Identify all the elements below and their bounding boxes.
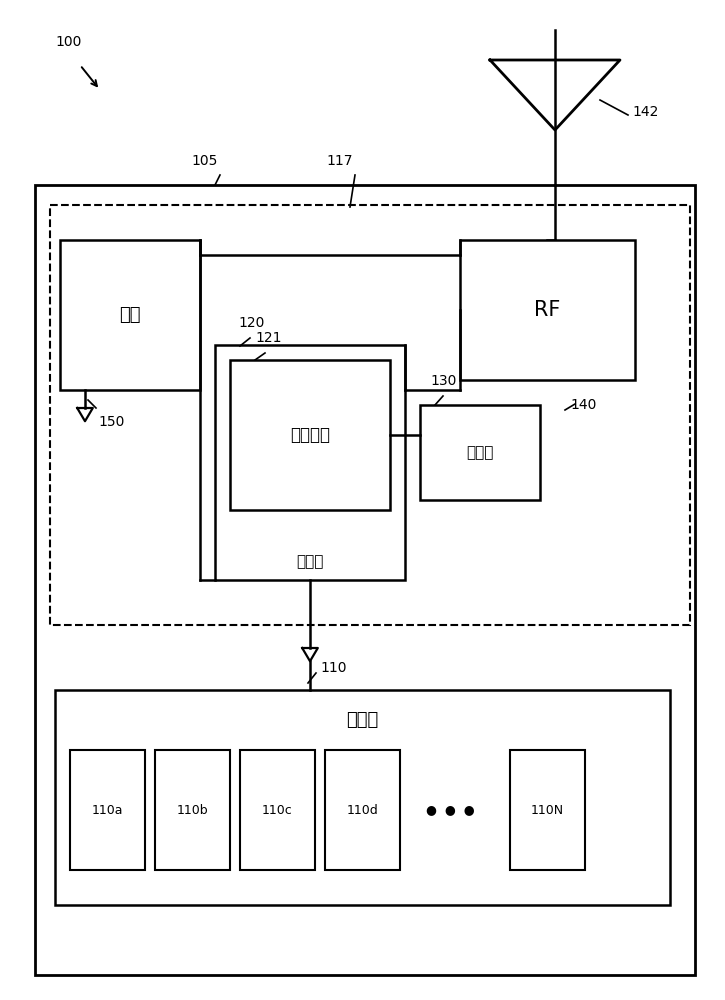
Text: 处理器: 处理器 xyxy=(297,554,323,570)
Text: 100: 100 xyxy=(55,35,81,49)
Text: 150: 150 xyxy=(98,415,125,429)
Bar xyxy=(50,205,690,625)
Bar xyxy=(215,345,405,580)
Text: RF: RF xyxy=(534,300,560,320)
Bar xyxy=(460,240,635,380)
Text: 处理单元: 处理单元 xyxy=(290,426,330,444)
Bar xyxy=(230,360,390,510)
Text: 110c: 110c xyxy=(262,804,293,816)
Text: 142: 142 xyxy=(632,105,658,119)
Text: 140: 140 xyxy=(570,398,597,412)
Bar xyxy=(325,750,400,870)
Bar xyxy=(420,405,540,500)
Text: 110a: 110a xyxy=(92,804,123,816)
Text: 130: 130 xyxy=(430,374,456,388)
Text: 120: 120 xyxy=(238,316,265,330)
Text: 105: 105 xyxy=(192,154,218,168)
Text: 121: 121 xyxy=(255,331,281,345)
Bar xyxy=(240,750,315,870)
Text: ●  ●  ●: ● ● ● xyxy=(426,804,474,816)
Text: 电源: 电源 xyxy=(119,306,141,324)
Text: 110N: 110N xyxy=(531,804,564,816)
Text: 110d: 110d xyxy=(347,804,378,816)
Text: 存储器: 存储器 xyxy=(466,445,494,460)
Bar xyxy=(70,750,145,870)
Text: 110: 110 xyxy=(320,661,347,675)
Bar xyxy=(60,240,200,390)
Bar xyxy=(510,750,585,870)
Text: 传感器: 传感器 xyxy=(347,711,378,729)
Text: 110b: 110b xyxy=(177,804,208,816)
Bar xyxy=(55,690,670,905)
Bar xyxy=(155,750,230,870)
Text: 117: 117 xyxy=(327,154,353,168)
Bar xyxy=(35,185,695,975)
